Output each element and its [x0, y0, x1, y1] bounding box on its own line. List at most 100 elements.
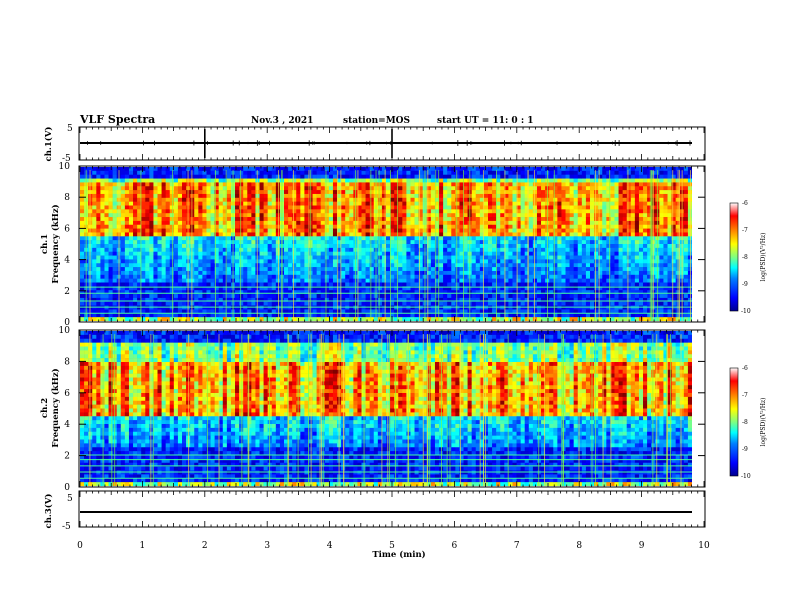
spec-cell: [153, 206, 157, 210]
spec-cell: [113, 209, 117, 213]
spec-cell: [104, 256, 108, 260]
spec-cell: [406, 182, 410, 186]
spec-cell: [125, 198, 129, 202]
spec-cell: [317, 252, 321, 256]
spec-cell: [521, 206, 525, 210]
spec-cell: [300, 229, 304, 233]
spec-cell: [227, 240, 231, 244]
spec-cell: [398, 252, 402, 256]
spec-cell: [500, 198, 504, 202]
spec-cell: [178, 206, 182, 210]
spec-cell: [113, 182, 117, 186]
spec-cell: [447, 221, 451, 225]
spec-cell: [447, 175, 451, 179]
spec-cell: [582, 221, 586, 225]
spec-cell: [141, 267, 145, 271]
spec-cell: [80, 179, 84, 183]
spec-cell: [300, 209, 304, 213]
spec-cell: [288, 294, 292, 298]
spec-cell: [292, 317, 296, 321]
spec-cell: [80, 171, 84, 175]
spec-cell: [194, 206, 198, 210]
spec-cell: [104, 217, 108, 221]
spec-cell: [255, 217, 259, 221]
spec-cell: [264, 279, 268, 283]
spec-cell: [190, 306, 194, 310]
spec-cell: [113, 179, 117, 183]
spec-cell: [410, 244, 414, 248]
spec-cell: [341, 194, 345, 198]
spec-cell: [472, 283, 476, 287]
spec-cell: [570, 279, 574, 283]
spec-cell: [174, 259, 178, 263]
spec-cell: [219, 179, 223, 183]
spec-cell: [100, 179, 104, 183]
spec-cell: [227, 209, 231, 213]
spec-cell: [447, 190, 451, 194]
spec-cell: [145, 271, 149, 275]
spec-cell: [578, 271, 582, 275]
spec-cell: [162, 171, 166, 175]
spec-cell: [121, 232, 125, 236]
spec-cell: [243, 240, 247, 244]
spec-cell: [284, 302, 288, 306]
spec-cell: [313, 256, 317, 260]
spec-cell: [133, 302, 137, 306]
spec-cell: [149, 171, 153, 175]
spec-cell: [578, 267, 582, 271]
spec-cell: [317, 256, 321, 260]
spec-cell: [492, 294, 496, 298]
spec-cell: [162, 306, 166, 310]
spec-cell: [386, 256, 390, 260]
spec-cell: [333, 213, 337, 217]
spec-cell: [198, 171, 202, 175]
spec-cell: [239, 171, 243, 175]
spec-cell: [578, 256, 582, 260]
spec-cell: [288, 186, 292, 190]
spec-cell: [508, 213, 512, 217]
spec-cell: [300, 182, 304, 186]
spec-cell: [227, 244, 231, 248]
spec-cell: [178, 182, 182, 186]
spec-cell: [284, 267, 288, 271]
spec-cell: [96, 259, 100, 263]
spec-cell: [264, 217, 268, 221]
spec-cell: [260, 236, 264, 240]
spec-cell: [247, 267, 251, 271]
spec-cell: [121, 252, 125, 256]
spec-cell: [398, 302, 402, 306]
spec-cell: [349, 263, 353, 267]
spec-cell: [239, 294, 243, 298]
spec-cell: [382, 182, 386, 186]
spec-cell: [557, 182, 561, 186]
spec-cell: [341, 256, 345, 260]
spec-cell: [304, 275, 308, 279]
spec-cell: [329, 194, 333, 198]
spec-cell: [561, 279, 565, 283]
spec-cell: [431, 198, 435, 202]
spec-cell: [198, 221, 202, 225]
spec-cell: [141, 186, 145, 190]
spec-cell: [133, 236, 137, 240]
spec-cell: [276, 259, 280, 263]
spec-cell: [133, 263, 137, 267]
spec-cell: [133, 167, 137, 171]
spec-cell: [239, 259, 243, 263]
spec-cell: [472, 275, 476, 279]
spec-cell: [194, 182, 198, 186]
spec-cell: [247, 198, 251, 202]
spec-cell: [512, 244, 516, 248]
spec-cell: [394, 190, 398, 194]
spec-cell: [443, 232, 447, 236]
spec-cell: [206, 283, 210, 287]
spec-cell: [488, 263, 492, 267]
spec-cell: [141, 302, 145, 306]
spec-cell: [284, 179, 288, 183]
spec-cell: [476, 267, 480, 271]
spec-cell: [378, 225, 382, 229]
spec-cell: [366, 279, 370, 283]
spec-cell: [194, 179, 198, 183]
spec-cell: [276, 252, 280, 256]
spec-cell: [349, 294, 353, 298]
spec-cell: [313, 202, 317, 206]
